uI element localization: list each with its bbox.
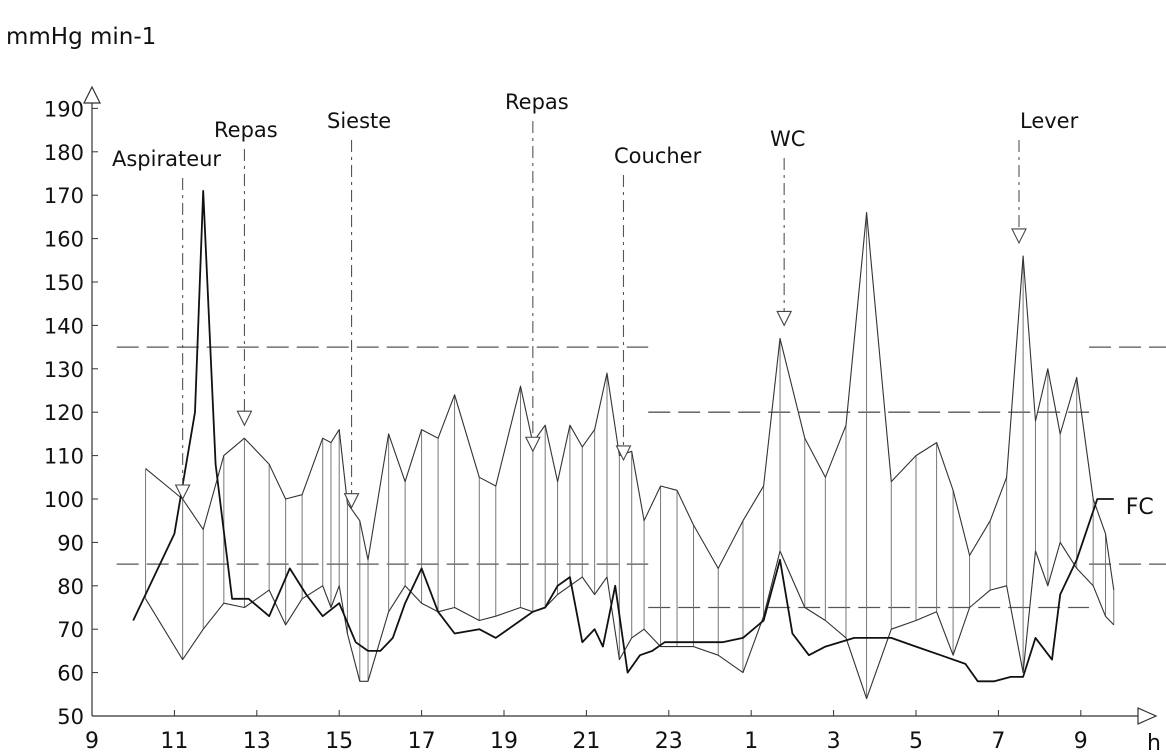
y-axis-arrow bbox=[83, 85, 101, 104]
annotation-label: Repas bbox=[214, 118, 278, 142]
y-tick-label: 110 bbox=[44, 445, 84, 469]
annotation-label: Aspirateur bbox=[112, 147, 221, 171]
x-tick-label: 7 bbox=[991, 729, 1005, 754]
heart-rate-label: FC bbox=[1126, 495, 1154, 520]
annotation-label: Lever bbox=[1020, 109, 1079, 133]
y-tick-label: 140 bbox=[44, 314, 84, 338]
y-tick-label: 170 bbox=[44, 184, 84, 208]
annotation-arrow-head bbox=[776, 310, 793, 327]
systolic-line bbox=[145, 212, 1115, 591]
annotation-label: Coucher bbox=[614, 144, 702, 168]
y-tick-label: 150 bbox=[44, 271, 84, 295]
y-tick-label: 60 bbox=[57, 662, 84, 686]
series-lines bbox=[132, 189, 1115, 700]
x-tick-label: 23 bbox=[655, 729, 683, 754]
x-tick-label: 5 bbox=[909, 729, 923, 754]
annotation-label: Sieste bbox=[327, 109, 391, 133]
y-tick-label: 190 bbox=[44, 97, 84, 121]
annotation-label: WC bbox=[770, 127, 805, 151]
y-tick-label: 100 bbox=[44, 488, 84, 512]
annotation-arrow-head bbox=[236, 410, 253, 427]
heart-rate-line bbox=[132, 189, 1114, 683]
x-tick-label: 13 bbox=[243, 729, 271, 754]
x-tick-label: 19 bbox=[490, 729, 518, 754]
x-tick-label: 17 bbox=[408, 729, 436, 754]
x-tick-label: 9 bbox=[1074, 729, 1088, 754]
annotation-label: Repas bbox=[505, 90, 569, 114]
diastolic-line bbox=[145, 541, 1115, 700]
annotation-arrow-head bbox=[343, 493, 360, 509]
pressure-band-hatching bbox=[145, 212, 1115, 699]
annotation-arrow-head bbox=[524, 436, 541, 453]
x-tick-label: 3 bbox=[827, 729, 841, 754]
y-tick-label: 70 bbox=[57, 618, 84, 642]
axes bbox=[83, 85, 1158, 725]
annotation-arrow-head bbox=[174, 484, 191, 501]
tick-labels: 50 60 70 80 90 100 110 120 130 140 150 160 170 180 190… bbox=[44, 97, 1088, 754]
y-tick-label: 120 bbox=[44, 401, 84, 425]
y-tick-label: 160 bbox=[44, 228, 84, 252]
y-tick-label: 180 bbox=[44, 141, 84, 165]
y-tick-label: 80 bbox=[57, 575, 84, 599]
x-tick-label: 9 bbox=[85, 729, 99, 754]
reference-lines bbox=[116, 346, 1166, 609]
event-annotations: Aspirateur Repas Sieste Repas Coucher WC Lever… bbox=[112, 90, 1154, 520]
x-tick-label: 21 bbox=[572, 729, 600, 754]
annotation-arrow-head bbox=[615, 445, 632, 462]
x-axis-arrow bbox=[1137, 707, 1158, 725]
y-axis-label: mmHg min-1 bbox=[6, 24, 156, 50]
annotation-arrow-head bbox=[1011, 228, 1027, 245]
y-tick-label: 90 bbox=[57, 531, 84, 555]
x-tick-label: 1 bbox=[744, 729, 758, 754]
y-tick-label: 50 bbox=[57, 705, 84, 729]
y-tick-label: 130 bbox=[44, 358, 84, 382]
x-tick-label: 15 bbox=[325, 729, 353, 754]
x-axis-label: h bbox=[1147, 731, 1161, 756]
x-tick-label: 11 bbox=[160, 729, 188, 754]
